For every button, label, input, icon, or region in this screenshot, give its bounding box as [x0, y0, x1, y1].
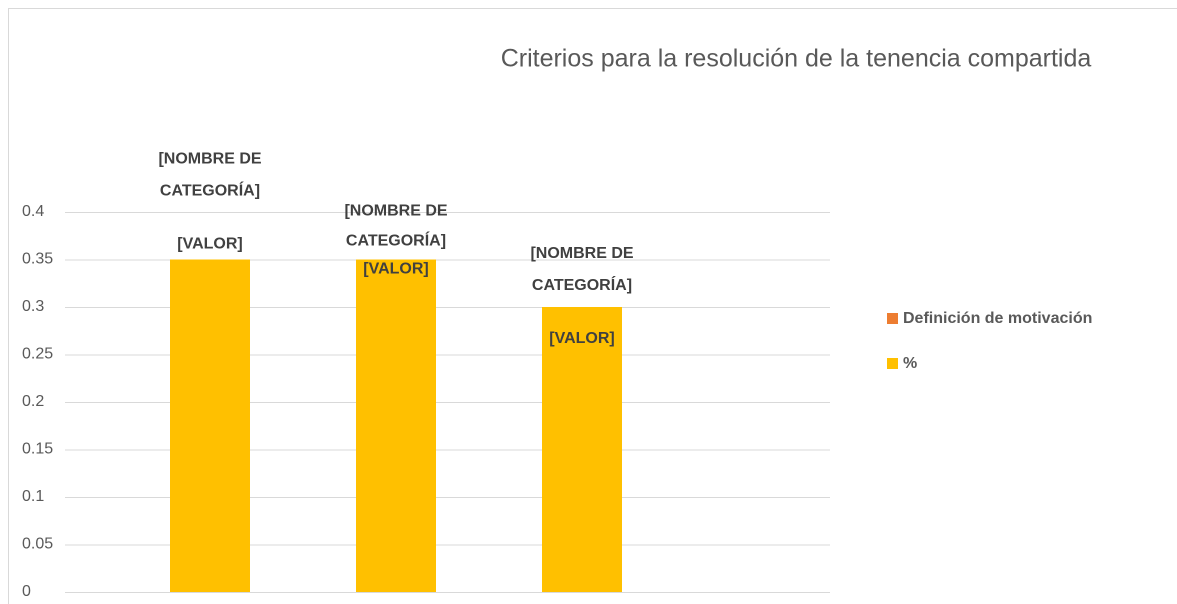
- bar: [356, 259, 436, 592]
- y-tick-label: 0.1: [22, 488, 44, 505]
- chart-title: Criterios para la resolución de la tenen…: [501, 45, 1092, 73]
- data-label-name: [NOMBRE DE: [530, 245, 633, 262]
- y-tick-label: 0: [22, 583, 31, 600]
- legend-label: %: [903, 355, 917, 372]
- data-label-value: [VALOR]: [177, 236, 242, 253]
- y-tick-label: 0.3: [22, 298, 44, 315]
- legend-swatch: [887, 313, 898, 324]
- data-label-name: [NOMBRE DE: [158, 151, 261, 168]
- data-label-name: CATEGORÍA]: [532, 275, 632, 294]
- data-label-name: [NOMBRE DE: [344, 203, 447, 220]
- bar: [542, 307, 622, 592]
- y-tick-label: 0.2: [22, 393, 44, 410]
- data-label-value: [VALOR]: [549, 330, 614, 347]
- y-tick-label: 0.15: [22, 441, 53, 458]
- data-label-name: CATEGORÍA]: [160, 181, 260, 200]
- legend-swatch: [887, 358, 898, 369]
- bar: [170, 259, 250, 592]
- y-tick-label: 0.35: [22, 251, 53, 268]
- data-label-value: [VALOR]: [363, 261, 428, 278]
- y-tick-label: 0.25: [22, 346, 53, 363]
- y-tick-label: 0.05: [22, 536, 53, 553]
- y-tick-label: 0.4: [22, 203, 44, 220]
- data-label-name: CATEGORÍA]: [346, 231, 446, 250]
- legend-label: Definición de motivación: [903, 310, 1092, 327]
